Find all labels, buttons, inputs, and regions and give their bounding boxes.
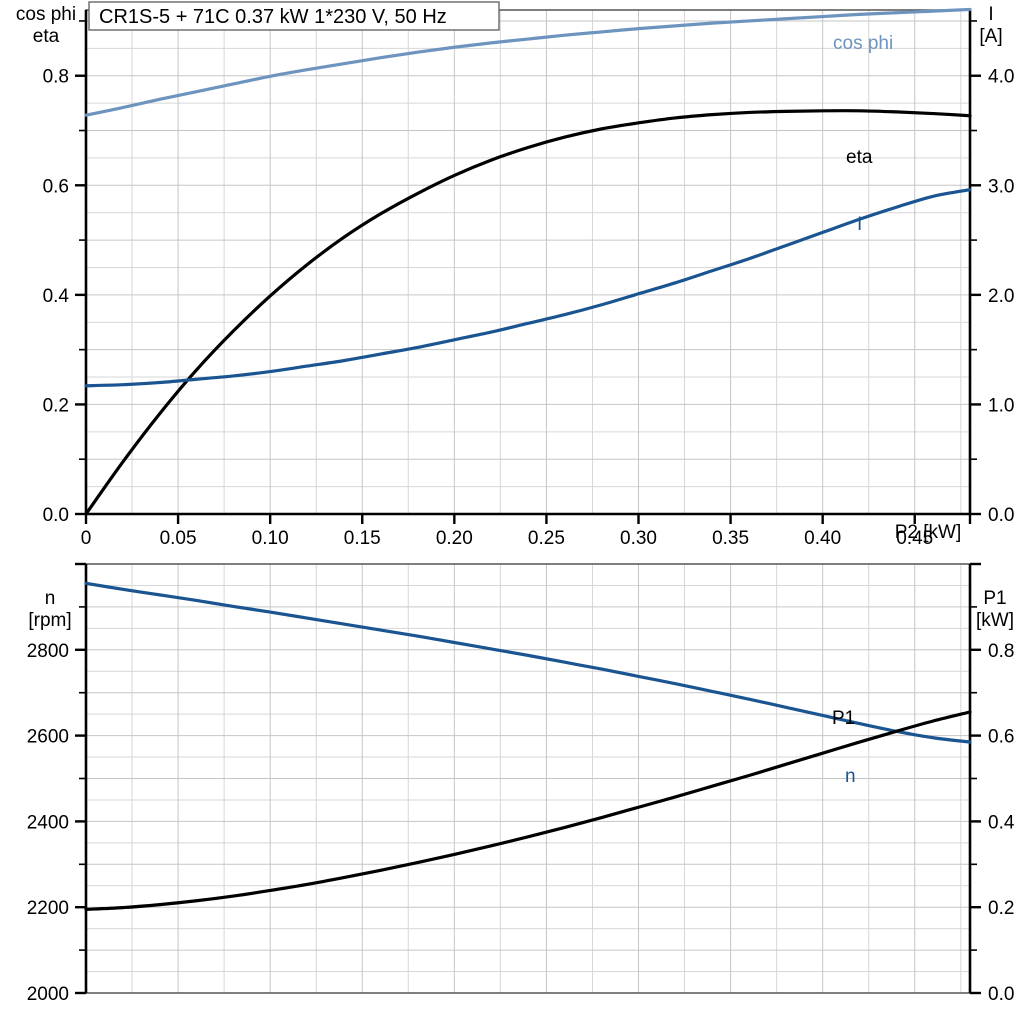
top-x-tick-label: 0.35 — [712, 528, 749, 548]
top-left-tick-label: 0.8 — [43, 67, 69, 88]
speed-curve-label: n — [845, 766, 856, 787]
bottom-left-tick-label: 2600 — [27, 727, 69, 748]
top-grid-major — [86, 10, 970, 514]
bottom-tick-marks — [75, 562, 981, 995]
top-left-tick-label: 0.2 — [43, 395, 69, 416]
top-x-tick-label: 0 — [81, 528, 92, 548]
top-left-axis-title-line2: eta — [33, 26, 60, 47]
title-box — [88, 1, 500, 31]
top-right-tick-label: 1.0 — [988, 395, 1014, 416]
top-tick-marks — [75, 20, 981, 524]
bottom-chart-svg: 2000 2200 2400 2600 2800 0.0 0.2 0.4 0.6 0.8 n [r… — [27, 562, 1015, 1005]
top-x-tick-label: 0.25 — [528, 528, 565, 548]
p1-curve — [84, 710, 972, 911]
top-x-tick-label: 0.15 — [344, 528, 381, 548]
top-x-tick-label: 0.40 — [804, 528, 841, 548]
p1-curve-label: P1 — [832, 708, 855, 729]
bottom-left-tick-label: 2400 — [27, 812, 69, 833]
bottom-right-tick-label: 0.4 — [988, 812, 1015, 833]
top-left-axis-title-line1: cos phi — [16, 4, 76, 25]
bottom-right-tick-label: 0.2 — [988, 898, 1014, 919]
top-x-tick-label: 0.30 — [620, 528, 657, 548]
top-tick-labels: 0.0 0.2 0.4 0.6 0.8 0.0 1.0 2.0 3.0 4.0 0 0.05 0.10 0… — [43, 67, 1015, 548]
bottom-chart: 2000 2200 2400 2600 2800 0.0 0.2 0.4 0.6 0.8 n [r… — [0, 556, 1024, 1024]
top-x-tick-label: 0.45 — [896, 528, 933, 548]
bottom-tick-labels: 2000 2200 2400 2600 2800 0.0 0.2 0.4 0.6 0.8 — [27, 641, 1015, 1005]
top-x-tick-label: 0.10 — [252, 528, 289, 548]
top-left-tick-label: 0.6 — [43, 176, 69, 197]
bottom-left-tick-label: 2200 — [27, 898, 69, 919]
top-x-tick-label: 0.05 — [160, 528, 197, 548]
top-right-axis-title-line1: I — [988, 4, 993, 25]
bottom-left-tick-label: 2000 — [27, 984, 69, 1005]
cos-phi-curve — [84, 7, 972, 117]
top-right-tick-label: 0.0 — [988, 505, 1014, 526]
top-left-tick-label: 0.4 — [43, 286, 70, 307]
top-right-tick-label: 2.0 — [988, 286, 1014, 307]
bottom-left-axis-title-line1: n — [45, 588, 56, 609]
current-curve-label: I — [857, 214, 862, 235]
top-chart: 0.0 0.2 0.4 0.6 0.8 0.0 1.0 2.0 3.0 4.0 0 0.05 0.10 0… — [16, 1, 1015, 548]
bottom-right-tick-label: 0.0 — [988, 984, 1014, 1005]
bottom-left-tick-label: 2800 — [27, 641, 69, 662]
bottom-right-tick-label: 0.6 — [988, 727, 1014, 748]
top-x-tick-label: 0.20 — [436, 528, 473, 548]
bottom-right-axis-title-line2: [kW] — [976, 610, 1014, 631]
top-right-axis-title-line2: [A] — [979, 26, 1002, 47]
eta-curve — [84, 109, 972, 516]
bottom-right-axis-title-line1: P1 — [983, 588, 1006, 609]
top-right-tick-label: 4.0 — [988, 67, 1014, 88]
current-curve — [84, 188, 972, 388]
top-left-tick-label: 0.0 — [43, 505, 69, 526]
top-right-tick-label: 3.0 — [988, 176, 1014, 197]
cos-phi-curve-label: cos phi — [833, 33, 893, 54]
top-chart-svg: 0.0 0.2 0.4 0.6 0.8 0.0 1.0 2.0 3.0 4.0 0 0.05 0.10 0… — [16, 1, 1015, 548]
bottom-right-tick-label: 0.8 — [988, 641, 1014, 662]
top-x-axis-title: P2 [kW] — [895, 522, 962, 543]
title-box-text: CR1S-5 + 71C 0.37 kW 1*230 V, 50 Hz — [99, 6, 447, 28]
speed-curve — [84, 581, 972, 744]
eta-curve-label: eta — [846, 147, 873, 168]
bottom-left-axis-title-line2: [rpm] — [28, 610, 71, 631]
